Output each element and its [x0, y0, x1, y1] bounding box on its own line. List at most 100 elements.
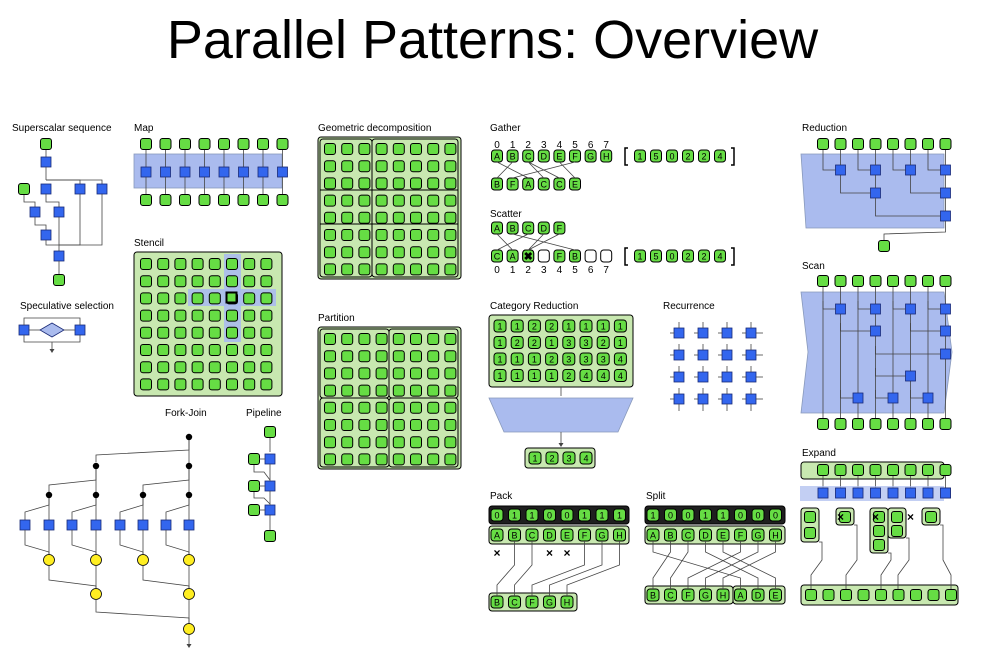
pack-flag-box [490, 508, 504, 522]
split-connector [670, 541, 689, 589]
connector-line [142, 566, 190, 590]
category-result-box [528, 451, 542, 465]
expand-input-box [939, 464, 952, 476]
pack-connector [531, 541, 585, 596]
category-result-frame [524, 447, 596, 469]
scatter-index-box-text: 0 [669, 252, 674, 262]
partition-grid-cell [324, 453, 336, 466]
expand-connector [810, 541, 823, 589]
recurrence-task [697, 349, 709, 361]
partition-grid-cell [427, 401, 440, 414]
scatter-connector [527, 233, 545, 251]
pipeline-box [248, 453, 260, 465]
task-box [40, 156, 52, 168]
expand-result-box [945, 589, 957, 601]
connector-line [24, 530, 50, 556]
category-key-box-text: 1 [497, 322, 502, 332]
connector-line [840, 175, 871, 194]
category-key-box [579, 319, 593, 333]
gather-index-label: 6 [588, 140, 594, 151]
reduction-task [905, 164, 916, 176]
gather-input-box-text: F [572, 152, 578, 162]
recurrence-task [673, 349, 685, 361]
stencil-cell [260, 344, 273, 356]
connector-line [253, 465, 271, 481]
scatter-connector [496, 233, 529, 251]
geometric-grid-cell [427, 194, 440, 207]
partition-grid-cell [375, 384, 388, 397]
gather-bracket-right [731, 147, 735, 166]
scan-input-box [939, 275, 952, 287]
category-key-box [493, 319, 507, 333]
pack-output-box-text: H [564, 598, 571, 608]
partition-grid-cell [375, 350, 388, 363]
category-key-box-text: 2 [566, 371, 571, 381]
partition-grid-cell [444, 367, 457, 380]
scatter-index-box [650, 249, 662, 263]
geometric-grid-cell [427, 160, 440, 173]
geometric-grid-cell [392, 229, 405, 241]
scan-task [940, 325, 951, 337]
connector-line [165, 498, 190, 520]
task-box [53, 250, 65, 262]
stencil-cell [226, 275, 238, 288]
partition-grid-frame [317, 326, 462, 470]
scan-input-box [922, 275, 934, 287]
map-output-box [140, 194, 152, 206]
connector-line [48, 469, 97, 492]
expand-cross-mark: × [907, 510, 914, 524]
pack-flag-box-text: 1 [512, 511, 517, 521]
connector-line [59, 194, 81, 246]
map-input-box [140, 138, 152, 150]
scatter-output-index-label: 3 [541, 265, 547, 276]
scatter-input-box-text: C [525, 224, 532, 234]
geometric-grid-cell [341, 177, 354, 190]
speculative-label: Speculative selection [20, 301, 114, 312]
gather-index-box [682, 149, 694, 163]
stencil-cell [243, 344, 256, 356]
fork-join-task [183, 519, 195, 531]
geometric-grid-cell [324, 194, 336, 207]
split-input-box-text: B [667, 531, 673, 541]
partition-grid-cell [410, 333, 422, 345]
recurrence-task [697, 371, 709, 383]
map-input-box [159, 138, 172, 150]
partition-grid-cell [341, 453, 354, 466]
pipeline-box [264, 530, 276, 542]
gather-index-label: 1 [510, 140, 516, 151]
fork-node [185, 462, 193, 470]
partition-grid-cell [427, 367, 440, 380]
geometric-grid-cell [324, 211, 336, 224]
scan-connector [892, 301, 906, 310]
expand-task [870, 487, 881, 499]
partition-grid-cell [324, 401, 336, 414]
reduction-input-box [922, 138, 934, 150]
fork-join-task [114, 519, 126, 531]
split-flags-frame [644, 505, 786, 525]
category-key-box [596, 336, 610, 349]
partition-grid-cell [358, 367, 371, 380]
category-key-box [596, 319, 610, 333]
scatter-output-index-label: 6 [588, 265, 594, 276]
partition-grid-cell [375, 419, 388, 431]
join-node [183, 588, 195, 600]
scan-input-box [817, 275, 829, 287]
scan-output-box [852, 418, 864, 430]
category-key-box [579, 352, 593, 366]
category-key-box-text: 3 [583, 338, 588, 348]
split-input-box-text: A [650, 531, 656, 541]
pack-input-box-text: B [511, 531, 517, 541]
gather-index-box-text: 2 [685, 152, 690, 162]
expand-result-box [822, 589, 835, 601]
category-key-box-text: 2 [549, 322, 554, 332]
gather-index-box [666, 149, 678, 163]
pack-input-box [560, 528, 574, 542]
category-key-box [562, 352, 576, 366]
scan-output-box [922, 418, 934, 430]
partition-grid-cell [427, 384, 440, 397]
scan-input-box [887, 275, 899, 287]
partition-grid-cell [427, 333, 440, 345]
recurrence-task [745, 393, 757, 405]
category-key-box [493, 336, 507, 349]
partition-grid-cell [392, 333, 405, 345]
